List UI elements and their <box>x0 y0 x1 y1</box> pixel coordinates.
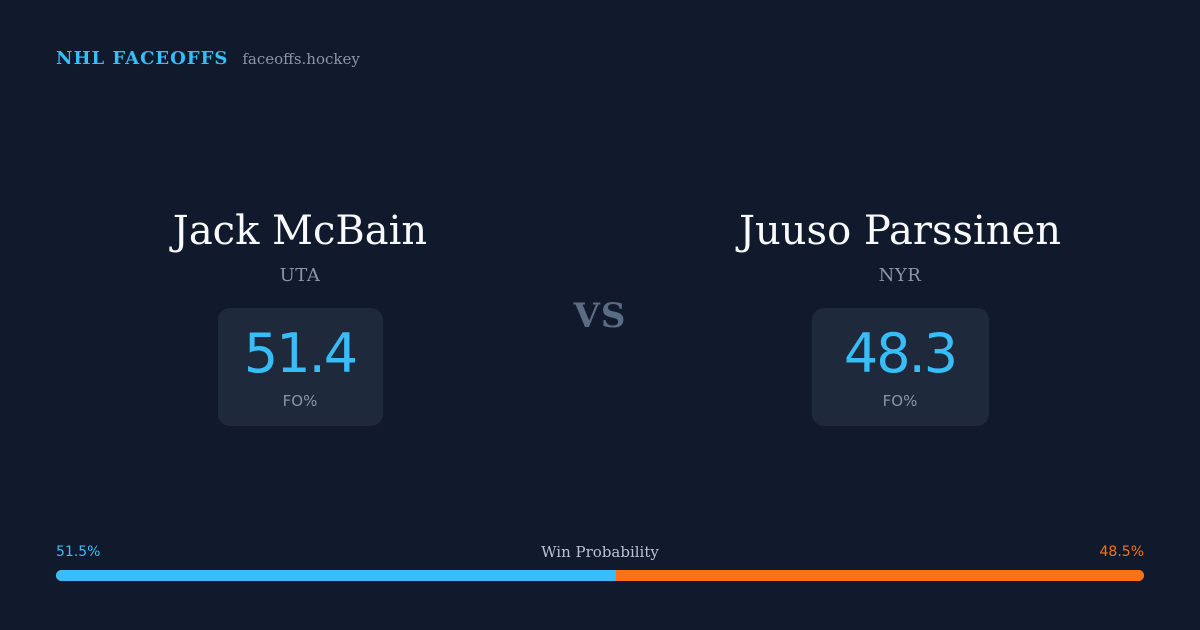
team-abbreviation: UTA <box>279 265 321 286</box>
stat-label: FO% <box>282 392 318 410</box>
player-name: Juuso Parssinen <box>738 208 1061 254</box>
win-probability-labels: 51.5% Win Probability 48.5% <box>56 542 1144 564</box>
brand-header: NHL FACEOFFS faceoffs.hockey <box>56 48 360 72</box>
win-probability-section: 51.5% Win Probability 48.5% <box>56 542 1144 581</box>
faceoff-stat-card: 51.4 FO% <box>217 308 383 426</box>
win-probability-title: Win Probability <box>541 543 659 561</box>
win-probability-left-fill <box>56 570 617 581</box>
right-win-probability: 48.5% <box>1099 544 1144 560</box>
faceoff-percentage: 48.3 <box>843 322 958 385</box>
faceoff-percentage: 51.4 <box>243 322 358 385</box>
player-right: Juuso Parssinen NYR 48.3 FO% <box>680 204 1120 426</box>
team-abbreviation: NYR <box>878 265 922 286</box>
player-left: Jack McBain UTA 51.4 FO% <box>80 204 520 426</box>
versus-label: VS <box>573 296 627 336</box>
stat-label: FO% <box>882 392 918 410</box>
win-probability-bar <box>56 570 1144 581</box>
player-name: Jack McBain <box>172 208 428 254</box>
win-probability-right-fill <box>616 570 1144 581</box>
brand-domain: faceoffs.hockey <box>242 50 360 68</box>
left-win-probability: 51.5% <box>56 544 101 560</box>
faceoff-stat-card: 48.3 FO% <box>811 308 989 426</box>
brand-name: NHL FACEOFFS <box>56 48 229 69</box>
